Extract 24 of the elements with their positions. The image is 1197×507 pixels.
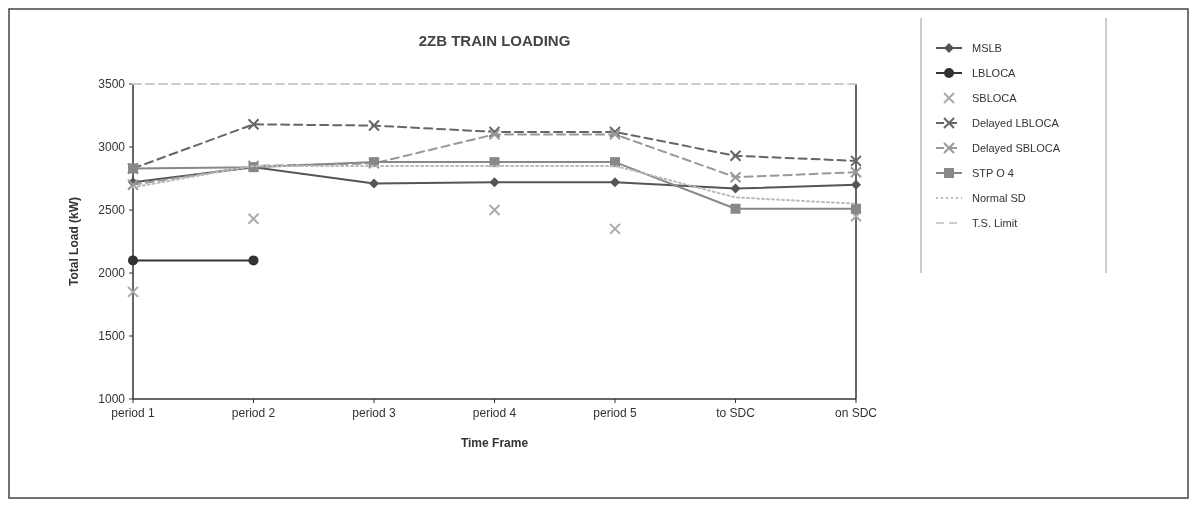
x-tick-label: on SDC xyxy=(834,406,878,420)
legend-label: Delayed SBLOCA xyxy=(972,141,1061,154)
chart-title: 2ZB TRAIN LOADING xyxy=(418,32,571,49)
y-tick-label: 2000 xyxy=(98,266,126,281)
legend-label: LBLOCA xyxy=(972,66,1017,79)
y-tick-label: 3500 xyxy=(98,77,126,92)
x-tick-label: period 3 xyxy=(352,406,396,420)
y-tick-label: 1000 xyxy=(98,392,126,407)
x-tick-label: period 5 xyxy=(593,406,637,420)
x-tick-label: period 1 xyxy=(111,406,155,420)
x-axis-title: Time Frame xyxy=(460,436,529,450)
legend-label: SBLOCA xyxy=(972,91,1018,104)
legend-label: MSLB xyxy=(972,41,1002,54)
y-axis-title: Total Load (kW) xyxy=(67,196,81,287)
x-tick-label: period 2 xyxy=(231,406,276,420)
y-tick-label: 1500 xyxy=(98,329,126,344)
legend-label: Delayed LBLOCA xyxy=(972,116,1060,129)
legend-label: T.S. Limit xyxy=(972,216,1018,229)
legend-label: Normal SD xyxy=(972,191,1026,204)
x-tick-label: period 4 xyxy=(472,406,517,420)
legend-label: STP O 4 xyxy=(972,166,1014,179)
y-tick-label: 2500 xyxy=(98,203,126,218)
y-tick-label: 3000 xyxy=(98,140,126,155)
x-tick-label: to SDC xyxy=(716,406,756,420)
